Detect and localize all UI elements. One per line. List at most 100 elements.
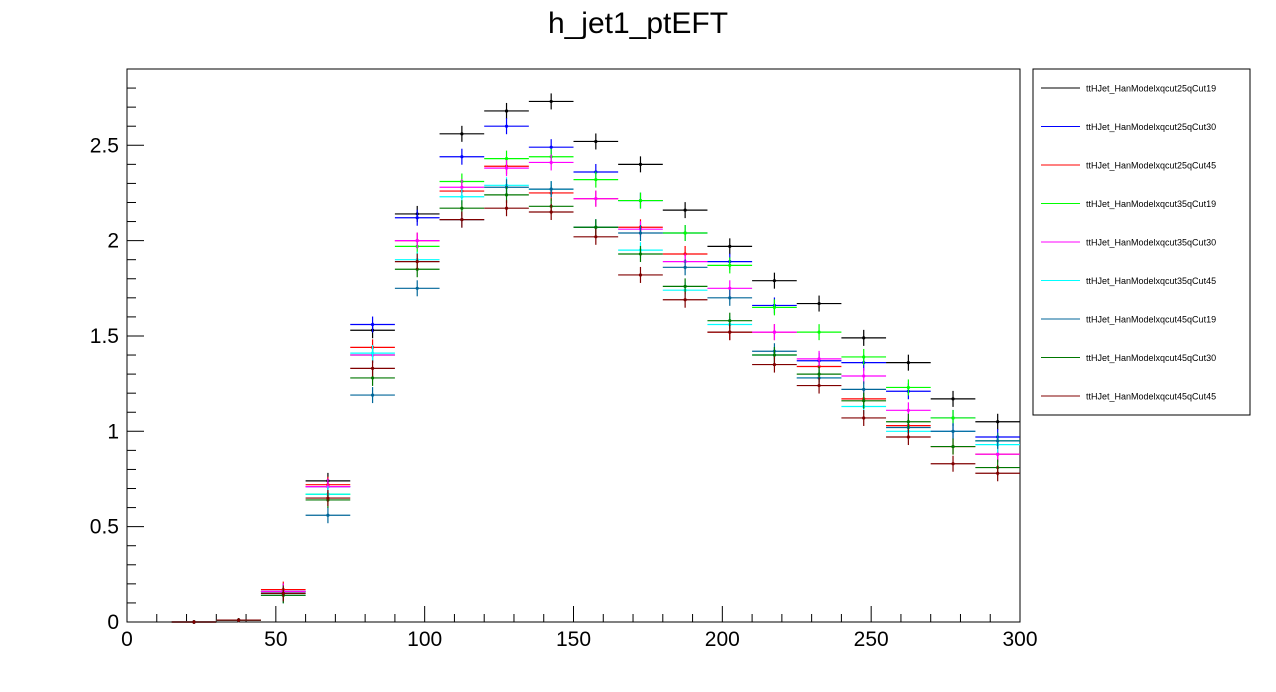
series-layer xyxy=(171,93,1020,624)
legend-label: ttHJet_HanModelxqcut45qCut19 xyxy=(1086,315,1216,325)
series-group xyxy=(171,179,1020,624)
data-point xyxy=(772,279,777,283)
legend-label: ttHJet_HanModelxqcut35qCut19 xyxy=(1086,199,1216,209)
data-point xyxy=(728,296,732,300)
data-point xyxy=(638,198,643,203)
series-group xyxy=(171,200,1020,624)
data-point xyxy=(370,322,375,327)
data-point xyxy=(728,244,732,248)
y-tick-label: 2.5 xyxy=(90,134,119,157)
axes: 0 50 100 150 200 250 300 0 0.5 1 1.5 2 2.5 xyxy=(90,87,1038,651)
data-point xyxy=(817,383,821,388)
data-point xyxy=(951,462,955,466)
data-point xyxy=(862,374,866,378)
data-point xyxy=(996,471,1000,475)
data-point xyxy=(594,235,598,239)
data-point xyxy=(728,286,732,290)
data-point xyxy=(906,361,910,365)
data-point xyxy=(638,252,643,256)
legend-label: ttHJet_HanModelxqcut45qCut45 xyxy=(1086,392,1216,402)
series-group xyxy=(171,186,1020,624)
data-point xyxy=(951,429,955,433)
data-point xyxy=(906,420,910,424)
legend-label: ttHJet_HanModelxqcut25qCut19 xyxy=(1086,84,1216,94)
data-point xyxy=(504,166,509,170)
y-tick-label: 0.5 xyxy=(90,516,119,539)
data-point xyxy=(683,208,687,212)
data-point xyxy=(594,197,598,201)
data-point xyxy=(460,195,464,199)
data-point xyxy=(772,353,777,357)
data-point xyxy=(549,160,553,165)
legend[interactable]: ttHJet_HanModelxqcut25qCut19 ttHJet_HanMo… xyxy=(1032,68,1251,416)
data-point xyxy=(549,210,553,214)
data-point xyxy=(192,620,196,624)
plot-frame xyxy=(126,68,1021,623)
data-point xyxy=(326,513,330,517)
x-tick-label: 200 xyxy=(705,628,740,651)
y-tick-label: 0 xyxy=(107,611,119,634)
data-point xyxy=(504,109,509,113)
data-point xyxy=(906,408,910,412)
data-point xyxy=(281,591,285,595)
data-point xyxy=(638,162,643,166)
data-point xyxy=(951,416,955,420)
data-point xyxy=(772,305,777,309)
data-point xyxy=(370,376,375,380)
x-tick-label: 50 xyxy=(264,628,287,651)
data-point xyxy=(594,225,598,229)
data-point xyxy=(370,351,375,355)
data-point xyxy=(862,416,866,420)
data-point xyxy=(772,362,777,367)
data-point xyxy=(415,216,419,220)
data-point xyxy=(460,132,464,136)
data-point xyxy=(817,372,821,376)
data-point xyxy=(862,355,866,359)
data-point xyxy=(237,618,241,622)
data-point xyxy=(549,145,553,149)
data-point xyxy=(906,435,910,439)
data-point xyxy=(817,330,821,334)
y-tick-label: 1 xyxy=(107,420,119,443)
data-point xyxy=(817,301,821,306)
data-point xyxy=(504,157,509,161)
data-point xyxy=(817,357,821,361)
data-point xyxy=(862,399,866,403)
data-point xyxy=(951,397,955,401)
data-point xyxy=(996,452,1000,456)
data-point xyxy=(370,366,375,370)
data-point xyxy=(862,336,866,340)
data-point xyxy=(460,155,464,159)
data-point xyxy=(326,496,330,500)
data-point xyxy=(862,387,866,391)
data-point xyxy=(594,178,598,182)
data-point xyxy=(549,99,553,104)
data-point xyxy=(594,139,598,144)
data-point xyxy=(460,185,464,189)
data-point xyxy=(683,231,687,235)
data-point xyxy=(683,265,687,269)
data-point xyxy=(549,187,553,191)
y-tick-label: 2 xyxy=(107,230,119,253)
x-tick-label: 0 xyxy=(121,628,133,651)
x-tick-label: 300 xyxy=(1002,628,1037,651)
data-point xyxy=(415,239,419,243)
data-point xyxy=(415,259,419,264)
data-point xyxy=(504,124,509,128)
data-point xyxy=(728,330,732,334)
chart-title: h_jet1_ptEFT xyxy=(548,7,728,40)
data-point xyxy=(415,286,419,290)
data-point xyxy=(772,330,777,334)
data-point xyxy=(504,206,509,210)
legend-label: ttHJet_HanModelxqcut45qCut30 xyxy=(1086,353,1216,363)
data-point xyxy=(504,193,509,197)
data-point xyxy=(370,393,375,397)
data-point xyxy=(996,420,1000,424)
data-point xyxy=(638,273,643,277)
data-point xyxy=(728,319,732,323)
legend-label: ttHJet_HanModelxqcut25qCut45 xyxy=(1086,161,1216,171)
data-point xyxy=(683,284,687,288)
x-tick-label: 150 xyxy=(556,628,591,651)
data-point xyxy=(728,263,732,268)
